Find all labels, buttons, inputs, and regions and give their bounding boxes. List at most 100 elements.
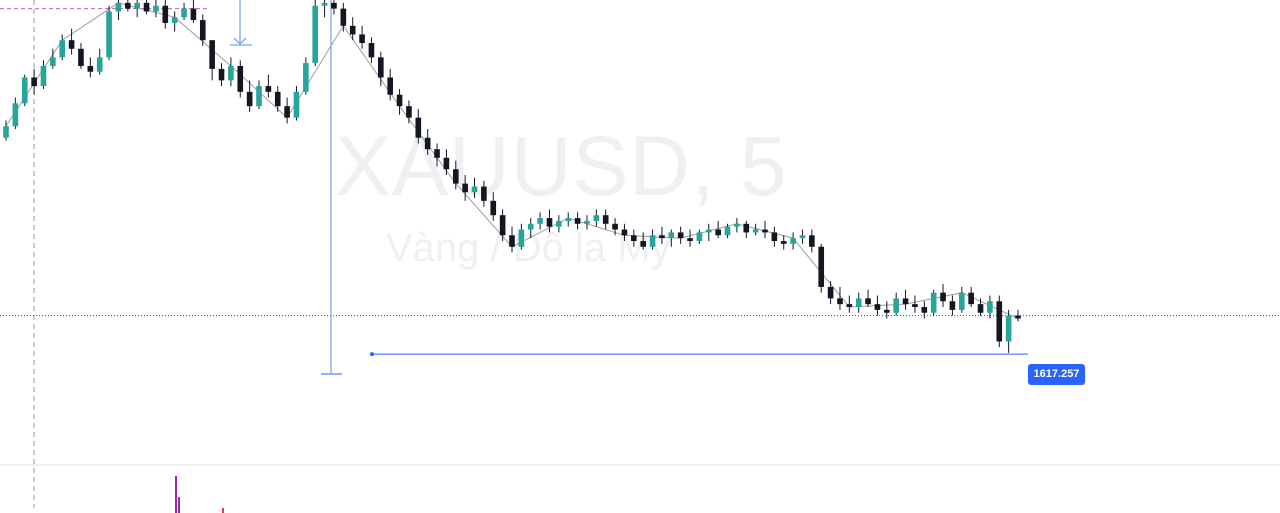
candle[interactable] bbox=[40, 60, 47, 89]
candle[interactable] bbox=[78, 43, 84, 69]
candle[interactable] bbox=[527, 218, 534, 239]
candle[interactable] bbox=[359, 25, 365, 49]
candle[interactable] bbox=[228, 57, 234, 87]
candle[interactable] bbox=[312, 0, 319, 66]
candle[interactable] bbox=[659, 226, 665, 244]
candle[interactable] bbox=[518, 223, 525, 250]
candle[interactable] bbox=[968, 286, 974, 308]
candle[interactable] bbox=[771, 226, 778, 247]
candle[interactable] bbox=[396, 88, 403, 115]
candle[interactable] bbox=[837, 286, 843, 310]
candle[interactable] bbox=[274, 86, 281, 112]
candle[interactable] bbox=[977, 298, 984, 316]
candle[interactable] bbox=[621, 223, 628, 242]
candle[interactable] bbox=[602, 209, 609, 230]
candle[interactable] bbox=[340, 2, 347, 32]
candle[interactable] bbox=[106, 5, 112, 61]
candle[interactable] bbox=[368, 37, 375, 64]
candle[interactable] bbox=[246, 80, 253, 112]
candle[interactable] bbox=[546, 209, 553, 233]
candle[interactable] bbox=[21, 74, 28, 107]
candle[interactable] bbox=[846, 295, 853, 313]
candle[interactable] bbox=[790, 232, 796, 250]
candle[interactable] bbox=[481, 180, 487, 207]
candle[interactable] bbox=[574, 212, 581, 230]
candle[interactable] bbox=[284, 97, 290, 124]
candle[interactable] bbox=[387, 68, 393, 101]
candle[interactable] bbox=[958, 286, 965, 313]
candle[interactable] bbox=[424, 129, 431, 155]
candle[interactable] bbox=[799, 229, 806, 244]
candle[interactable] bbox=[687, 229, 693, 247]
candle[interactable] bbox=[724, 223, 731, 239]
candle[interactable] bbox=[406, 100, 412, 124]
candle[interactable] bbox=[612, 218, 618, 236]
candle[interactable] bbox=[865, 289, 871, 308]
arrow-drawing-head[interactable] bbox=[233, 37, 247, 45]
candle[interactable] bbox=[96, 48, 103, 75]
candle[interactable] bbox=[584, 215, 590, 230]
candle[interactable] bbox=[912, 295, 918, 313]
candle[interactable] bbox=[827, 281, 834, 305]
candle[interactable] bbox=[743, 220, 750, 239]
candle[interactable] bbox=[331, 0, 337, 15]
candle[interactable] bbox=[87, 57, 94, 78]
candle[interactable] bbox=[181, 2, 187, 21]
candle[interactable] bbox=[677, 226, 684, 244]
candle[interactable] bbox=[256, 80, 262, 110]
candle[interactable] bbox=[921, 301, 928, 319]
candle[interactable] bbox=[996, 295, 1003, 348]
candle[interactable] bbox=[1015, 309, 1021, 322]
candle[interactable] bbox=[1005, 309, 1012, 353]
candle[interactable] bbox=[303, 57, 309, 95]
candle[interactable] bbox=[734, 218, 740, 233]
candle[interactable] bbox=[190, 0, 197, 23]
candle[interactable] bbox=[143, 0, 150, 15]
candle[interactable] bbox=[3, 120, 9, 141]
candle[interactable] bbox=[59, 34, 66, 61]
candle[interactable] bbox=[715, 220, 721, 239]
candle[interactable] bbox=[237, 60, 244, 98]
candle[interactable] bbox=[321, 0, 328, 18]
candle[interactable] bbox=[556, 215, 562, 233]
candle[interactable] bbox=[378, 51, 384, 87]
candle[interactable] bbox=[499, 209, 506, 242]
candle[interactable] bbox=[668, 229, 675, 247]
candle[interactable] bbox=[471, 177, 478, 198]
candle[interactable] bbox=[855, 292, 862, 313]
candle[interactable] bbox=[50, 48, 56, 69]
candle[interactable] bbox=[762, 220, 768, 239]
candle[interactable] bbox=[874, 295, 881, 316]
candle[interactable] bbox=[930, 289, 937, 316]
candle[interactable] bbox=[349, 17, 356, 41]
candle[interactable] bbox=[134, 0, 140, 18]
horizontal-ray-price-label[interactable]: 1617.257 bbox=[1028, 364, 1085, 385]
candle[interactable] bbox=[265, 74, 272, 98]
candle[interactable] bbox=[809, 229, 815, 253]
candle[interactable] bbox=[987, 295, 993, 319]
candle[interactable] bbox=[12, 97, 19, 130]
candle[interactable] bbox=[293, 86, 300, 121]
candle[interactable] bbox=[705, 223, 712, 242]
candle[interactable] bbox=[940, 284, 946, 308]
candle[interactable] bbox=[162, 0, 169, 29]
candle[interactable] bbox=[443, 149, 450, 176]
candle[interactable] bbox=[884, 301, 890, 319]
candle[interactable] bbox=[752, 223, 759, 236]
candle[interactable] bbox=[115, 0, 122, 21]
candle[interactable] bbox=[696, 229, 703, 244]
candle[interactable] bbox=[199, 14, 206, 46]
candle[interactable] bbox=[31, 68, 37, 95]
candle[interactable] bbox=[649, 229, 656, 250]
candle[interactable] bbox=[565, 212, 572, 227]
candle[interactable] bbox=[490, 192, 497, 221]
candle[interactable] bbox=[902, 289, 909, 310]
candle[interactable] bbox=[452, 160, 459, 190]
candle[interactable] bbox=[125, 0, 131, 12]
candle[interactable] bbox=[818, 243, 825, 293]
candle[interactable] bbox=[434, 143, 440, 167]
candle[interactable] bbox=[640, 232, 646, 250]
candle[interactable] bbox=[949, 295, 956, 316]
